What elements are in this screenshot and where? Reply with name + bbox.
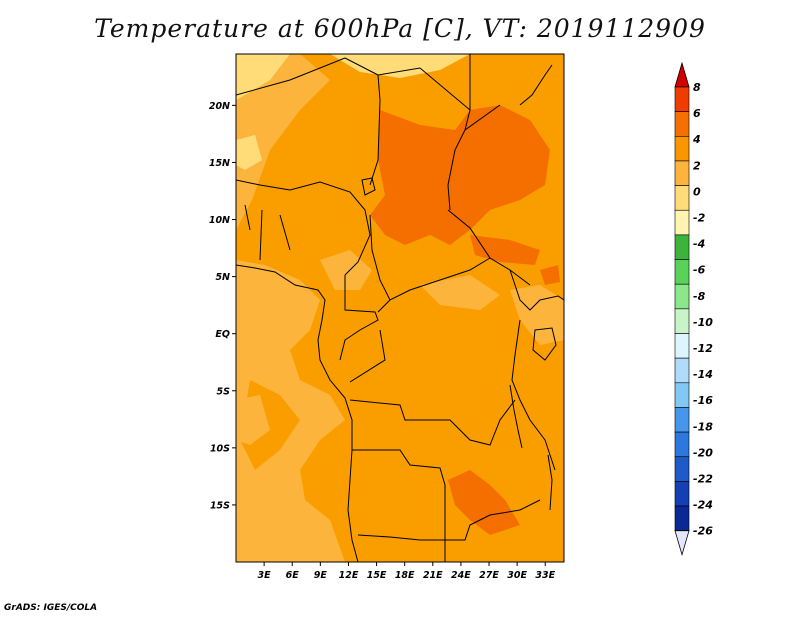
colorbar-swatch [674, 357, 690, 384]
colorbar-swatch [674, 111, 690, 137]
colorbar-swatch [674, 283, 690, 310]
coastline-west-africa [236, 264, 359, 562]
lat-tick-label: 15S [210, 500, 230, 511]
colorbar-label: -18 [693, 420, 713, 433]
map-frame [235, 53, 565, 563]
lon-tick-label: 15E [367, 570, 387, 581]
colorbar-label: -6 [693, 264, 706, 277]
border-east-africa [509, 269, 564, 471]
colorbar-swatch [674, 333, 690, 359]
colorbar-swatch [674, 234, 690, 260]
border-central-africa [369, 214, 491, 301]
lon-tick-label: 9E [314, 570, 328, 581]
lat-tick-label: 20N [209, 101, 230, 112]
lon-tick-label: 24E [451, 570, 471, 581]
colorbar-swatch [674, 86, 690, 112]
colorbar-swatch [674, 136, 690, 162]
field-minus2-to-0-sahel [236, 135, 262, 170]
colorbar-swatch [674, 160, 690, 186]
colorbar-label: -24 [693, 499, 713, 512]
field-4-to-6-small-patch [540, 265, 560, 285]
colorbar-label: -4 [693, 238, 705, 251]
colorbar-label: 2 [693, 159, 701, 172]
lat-tick-label: EQ [215, 329, 230, 340]
lake-tanganyika [509, 384, 523, 449]
colorbar-label: -8 [693, 290, 706, 303]
field-0-to-2-sw [236, 395, 270, 445]
lon-tick-label: 21E [423, 570, 443, 581]
colorbar-label: -22 [693, 473, 713, 486]
colorbar-label: 4 [692, 133, 701, 146]
colorbar-bottom-arrow [674, 530, 690, 557]
colorbar-label: -14 [693, 368, 713, 381]
lake-chad [361, 177, 376, 196]
lon-tick-label: 27E [479, 570, 499, 581]
colorbar-label: -16 [693, 394, 713, 407]
field-0-to-2-east [510, 285, 564, 345]
lon-tick-label: 30E [507, 570, 527, 581]
lat-tick-label: 5N [215, 272, 230, 283]
colorbar-swatch [674, 259, 690, 285]
colorbar-swatch [674, 456, 690, 482]
colorbar-label: -12 [693, 342, 713, 355]
credit-text: GrADS: IGES/COLA [4, 603, 98, 613]
border-north-sahara [236, 57, 381, 186]
field-4-to-6-south-patch [448, 470, 520, 535]
colorbar-label: 0 [693, 185, 701, 198]
map-field [236, 54, 564, 562]
colorbar-label: 8 [693, 81, 701, 94]
lat-tick-label: 10S [210, 443, 230, 454]
field-minus2-to-0-north [236, 54, 290, 100]
colorbar-label: -26 [693, 525, 713, 538]
border-nigeria [289, 181, 371, 276]
lon-tick-label: 6E [286, 570, 300, 581]
colorbar-swatch [674, 431, 690, 458]
lon-tick-label: 33E [535, 570, 555, 581]
longitude-axis: 3E 6E 9E 12E 15E 18E 21E 24E 27E 30E 33E [258, 562, 556, 581]
colorbar-swatch [674, 505, 690, 531]
colorbar-top-arrow [674, 61, 690, 88]
colorbar-label: -2 [693, 212, 706, 225]
lat-tick-label: 10N [209, 215, 230, 226]
border-west-states [236, 179, 291, 261]
field-4-to-6-chad [370, 105, 550, 245]
colorbar-label: -20 [693, 446, 713, 459]
lon-tick-label: 3E [258, 570, 272, 581]
colorbar-swatch [674, 209, 690, 236]
border-cameroon-gabon [339, 275, 379, 361]
colorbar-swatch [674, 481, 690, 507]
boundaries [236, 54, 564, 562]
border-congo [349, 299, 516, 446]
lake-victoria [532, 327, 557, 361]
colorbar-label: -10 [693, 316, 713, 329]
map-title: Temperature at 600hPa [C], VT: 201911290… [94, 14, 706, 43]
field-minus2-to-0-north2 [330, 54, 470, 78]
colorbar-swatch [674, 308, 690, 334]
colorbar-label: 6 [693, 107, 701, 120]
lon-tick-label: 12E [339, 570, 359, 581]
colorbar: 8 6 4 2 0 -2 -4 -6 -8 -10 -12 -14 -16 -18 -20 -22 -24 -26 [674, 61, 713, 557]
field-0-to-2-congo [420, 275, 500, 310]
field-4-to-6-east-patch [470, 235, 540, 265]
lake-malawi [547, 454, 553, 511]
lat-tick-label: 5S [217, 386, 231, 397]
lat-tick-label: 15N [209, 158, 230, 169]
colorbar-swatch [674, 382, 690, 408]
colorbar-swatch [674, 407, 690, 433]
field-0-to-2-west-coast [236, 54, 330, 230]
latitude-axis: 20N 15N 10N 5N EQ 5S 10S 15S [209, 101, 236, 511]
lon-tick-label: 18E [395, 570, 415, 581]
border-namibia [357, 534, 446, 562]
colorbar-swatch [674, 185, 690, 211]
red-sea-coast [519, 64, 553, 106]
